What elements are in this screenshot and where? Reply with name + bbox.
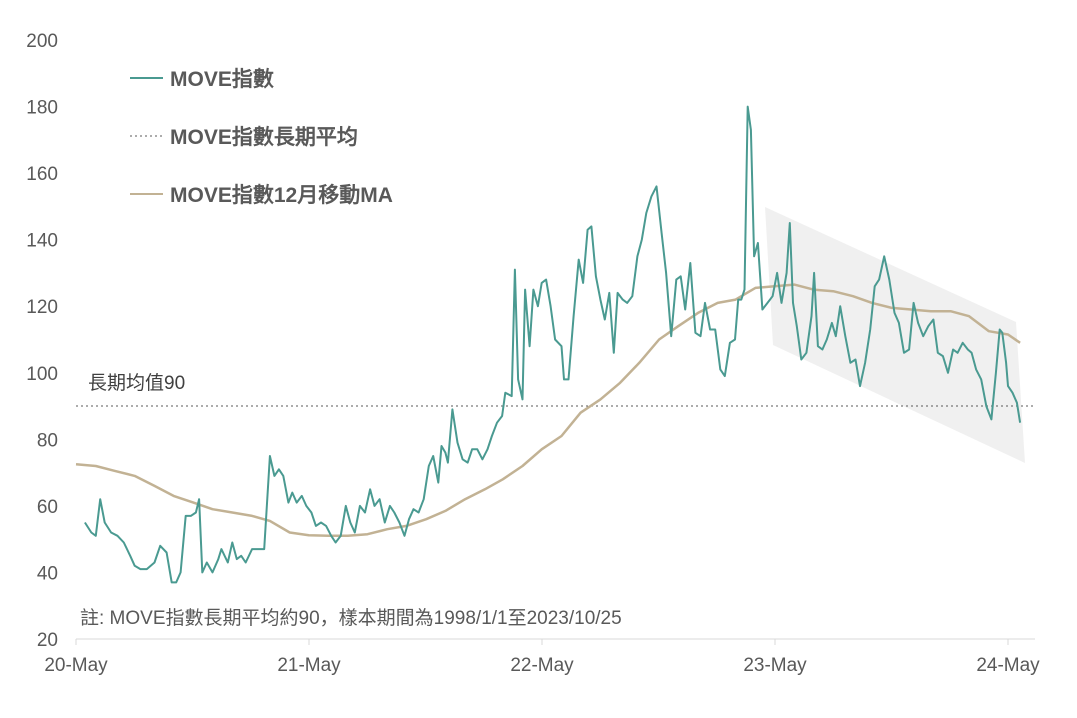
legend-label: MOVE指數長期平均 [170,125,358,149]
y-tick-label: 120 [26,297,58,318]
y-tick-label: 180 [26,98,58,119]
y-tick-label: 100 [26,364,58,385]
x-tick-label: 20-May [44,655,108,676]
x-tick-label: 21-May [277,655,341,676]
y-tick-label: 60 [37,497,58,518]
x-axis: 20-May 21-May 22-May 23-May 24-May [44,639,1040,676]
y-tick-label: 20 [37,630,58,651]
footnote: 註: MOVE指數長期平均約90，樣本期間為1998/1/1至2023/10/2… [80,607,622,629]
legend-label: MOVE指數12月移動MA [170,183,393,207]
x-tick-label: 24-May [976,655,1040,676]
legend: MOVE指數 MOVE指數長期平均 MOVE指數12月移動MA [130,68,393,207]
y-tick-label: 160 [26,164,58,185]
y-tick-label: 200 [26,31,58,52]
x-tick-label: 23-May [743,655,807,676]
y-tick-label: 140 [26,231,58,252]
y-tick-label: 80 [37,430,58,451]
average-annotation: 長期均值90 [88,372,185,394]
move-12m-ma-line [75,283,1021,538]
x-tick-label: 22-May [510,655,574,676]
y-axis: 20 40 60 80 100 120 140 160 180 200 [26,31,58,651]
legend-label: MOVE指數 [170,68,274,91]
series-lines [75,105,1022,584]
move-index-line [84,105,1022,584]
y-tick-label: 40 [37,563,58,584]
shaded-channel [765,207,1025,463]
